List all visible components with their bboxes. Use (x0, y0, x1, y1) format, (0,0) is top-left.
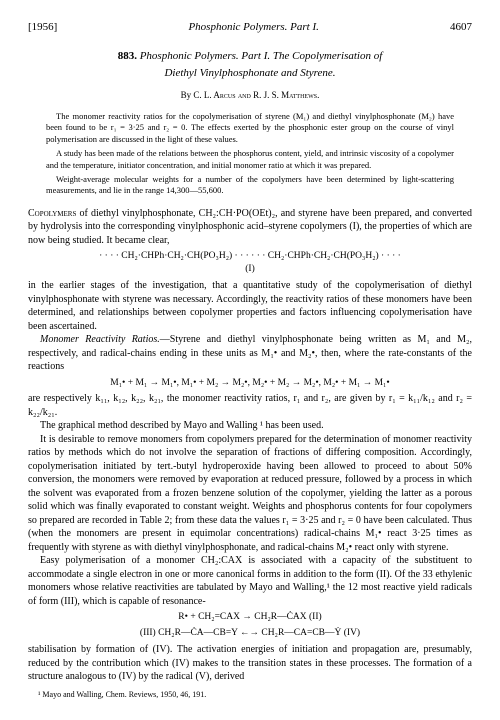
abstract-p2: A study has been made of the relations b… (46, 148, 454, 171)
footnote-1: ¹ Mayo and Walling, Chem. Reviews, 1950,… (28, 690, 472, 701)
p1-lead: Copolymers (28, 208, 76, 219)
body-text: Copolymers of diethyl vinylphosphonate, … (28, 207, 472, 684)
byline-authors: C. L. Arcus and R. J. S. Matthews. (193, 90, 319, 100)
body-p5: The graphical method described by Mayo a… (28, 419, 472, 433)
p1-text: of diethyl vinylphosphonate, CH₂:CH·PO(O… (28, 208, 472, 246)
formula-3a: R• + CH₂=CAX → CH₂R—ĊAX (II) (28, 611, 472, 624)
title-text-1: Phosphonic Polymers. Part I. The Copolym… (140, 50, 383, 62)
header-title: Phosphonic Polymers. Part I. (188, 20, 318, 35)
page-content: [1956] Phosphonic Polymers. Part I. 4607… (0, 0, 500, 720)
formula-2: M₁• + M₁ → M₁•, M₁• + M₂ → M₂•, M₂• + M₂… (28, 377, 472, 390)
running-header: [1956] Phosphonic Polymers. Part I. 4607 (28, 20, 472, 35)
abstract-p3: Weight-average molecular weights for a n… (46, 174, 454, 197)
abstract: The monomer reactivity ratios for the co… (46, 111, 454, 197)
body-p3: Monomer Reactivity Ratios.—Styrene and d… (28, 333, 472, 374)
body-p6: It is desirable to remove monomers from … (28, 433, 472, 555)
article-number: 883. (118, 50, 137, 62)
article-title-line2: Diethyl Vinylphosphonate and Styrene. (28, 66, 472, 81)
byline-by: By (181, 90, 192, 100)
formula-3b: (III) CH₂R—ĊA—CB=Y ←→ CH₂R—CA=CB—Ẏ (IV) (28, 627, 472, 640)
body-p2: in the earlier stages of the investigati… (28, 279, 472, 333)
body-p7: Easy polymerisation of a monomer CH₂:CAX… (28, 554, 472, 608)
byline: By C. L. Arcus and R. J. S. Matthews. (28, 89, 472, 101)
header-page-number: 4607 (450, 20, 472, 35)
body-p8: stabilisation by formation of (IV). The … (28, 643, 472, 684)
body-p4: are respectively k₁₁, k₁₂, k₂₂, k₂₁, the… (28, 392, 472, 419)
article-title-line1: 883. Phosphonic Polymers. Part I. The Co… (28, 49, 472, 64)
formula-1: · · · · CH₂·CHPh·CH₂·CH(PO₃H₂) · · · · ·… (28, 250, 472, 276)
section-label: Monomer Reactivity Ratios. (40, 334, 160, 345)
header-year: [1956] (28, 20, 57, 35)
abstract-p1: The monomer reactivity ratios for the co… (46, 111, 454, 145)
body-p1: Copolymers of diethyl vinylphosphonate, … (28, 207, 472, 248)
